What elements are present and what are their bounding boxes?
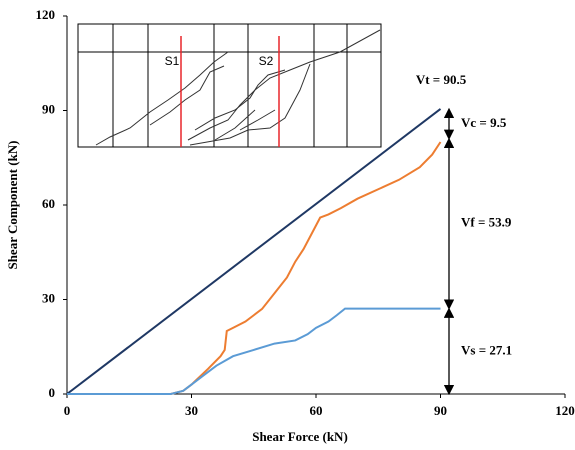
x-tick-label: 120 [555, 403, 575, 418]
y-tick-label: 60 [42, 196, 55, 211]
segment-label: Vc = 9.5 [461, 115, 507, 130]
crack-inset: S1 S2 [77, 23, 382, 148]
inset-label: S1 [165, 54, 180, 68]
x-axis-label: Shear Force (kN) [252, 429, 348, 444]
series-line [67, 141, 442, 395]
x-tick-label: 60 [310, 403, 323, 418]
y-tick-label: 90 [42, 101, 55, 116]
y-tick-label: 120 [36, 7, 56, 22]
segment-label: Vs = 27.1 [461, 342, 512, 357]
y-tick-label: 0 [49, 385, 56, 400]
x-tick-label: 30 [185, 403, 198, 418]
x-tick-label: 0 [64, 403, 71, 418]
series-line [67, 307, 441, 395]
series-line [66, 108, 442, 395]
segment-label: Vf = 53.9 [461, 215, 512, 230]
inset-label: S2 [259, 54, 274, 68]
x-tick-label: 90 [434, 403, 447, 418]
total-label: Vt = 90.5 [416, 72, 467, 87]
y-axis-label: Shear Component (kN) [5, 140, 20, 269]
y-tick-label: 30 [42, 290, 55, 305]
